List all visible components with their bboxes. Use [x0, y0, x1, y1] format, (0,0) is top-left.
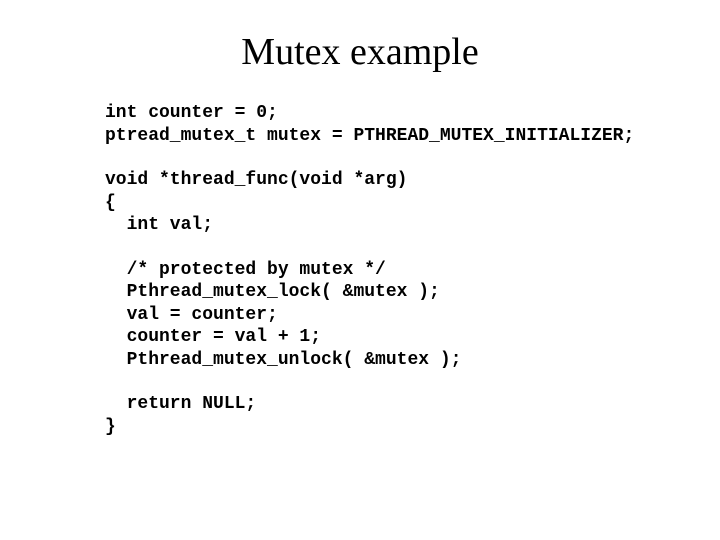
code-blank-line: [105, 147, 670, 169]
code-line: Pthread_mutex_lock( &mutex );: [105, 281, 670, 304]
code-line: Pthread_mutex_unlock( &mutex );: [105, 349, 670, 372]
code-line: return NULL;: [105, 393, 670, 416]
code-line: /* protected by mutex */: [105, 259, 670, 282]
slide-title: Mutex example: [50, 30, 670, 74]
code-line: void *thread_func(void *arg): [105, 169, 670, 192]
code-blank-line: [105, 371, 670, 393]
code-line: counter = val + 1;: [105, 326, 670, 349]
code-line: }: [105, 416, 670, 439]
code-line: val = counter;: [105, 304, 670, 327]
code-line: int counter = 0;: [105, 102, 670, 125]
code-line: {: [105, 192, 670, 215]
code-blank-line: [105, 237, 670, 259]
code-line: int val;: [105, 214, 670, 237]
code-line: ptread_mutex_t mutex = PTHREAD_MUTEX_INI…: [105, 125, 670, 148]
code-block: int counter = 0;ptread_mutex_t mutex = P…: [105, 102, 670, 438]
slide: Mutex example int counter = 0;ptread_mut…: [0, 0, 720, 540]
